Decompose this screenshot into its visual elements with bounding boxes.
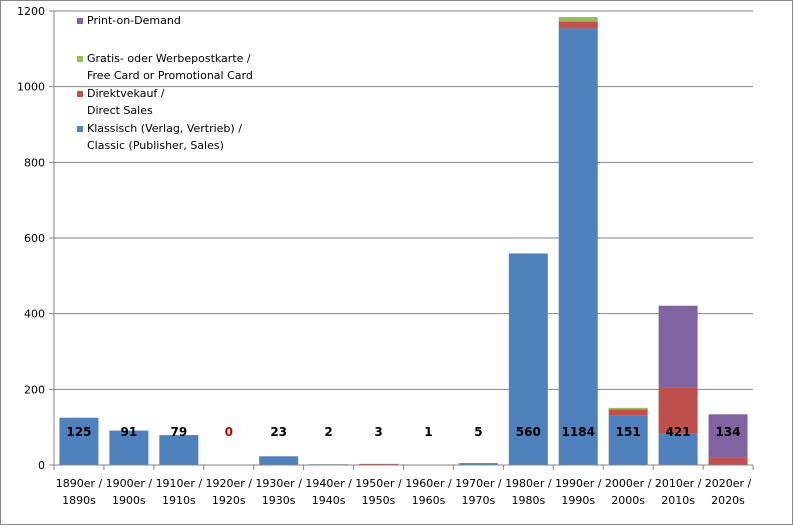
bar-segment bbox=[359, 463, 399, 465]
gridlines bbox=[54, 10, 753, 390]
legend-label: Klassisch (Verlag, Vertrieb) / bbox=[87, 122, 242, 135]
x-tick-label: 2020er / bbox=[705, 477, 752, 490]
x-tick-label: 1920s bbox=[212, 494, 246, 507]
y-tick-label: 200 bbox=[24, 383, 45, 396]
total-label: 91 bbox=[121, 425, 138, 439]
legend-label: Direktvekauf / bbox=[87, 87, 165, 100]
total-label: 5 bbox=[474, 425, 482, 439]
x-tick-label: 1900er / bbox=[106, 477, 153, 490]
x-tick-label: 1970s bbox=[462, 494, 496, 507]
legend-label: Free Card or Promotional Card bbox=[87, 69, 253, 82]
total-labels: 125 91 79 0 23 2 3 1 5 560 1184 151 421 134 bbox=[66, 425, 740, 439]
y-tick-label: 400 bbox=[24, 308, 45, 321]
total-label: 2 bbox=[324, 425, 332, 439]
total-label: 151 bbox=[616, 425, 641, 439]
x-tick-label: 1930er / bbox=[255, 477, 302, 490]
bar-segment bbox=[658, 387, 698, 434]
bar-segment bbox=[458, 463, 498, 465]
bar-segment bbox=[558, 28, 598, 466]
x-tick-label: 1960er / bbox=[405, 477, 452, 490]
legend-swatch bbox=[77, 91, 83, 97]
x-tick-label: 2000s bbox=[611, 494, 645, 507]
bar-segment bbox=[708, 414, 748, 458]
bar-segment bbox=[658, 433, 698, 465]
total-label: 3 bbox=[374, 425, 382, 439]
bar-segment bbox=[608, 415, 648, 465]
bar-segment bbox=[708, 457, 748, 465]
total-label: 79 bbox=[170, 425, 187, 439]
x-tick-label: 1940s bbox=[312, 494, 346, 507]
x-tick-label: 2020s bbox=[711, 494, 745, 507]
legend-swatch bbox=[77, 56, 83, 62]
x-tick-label: 1970er / bbox=[455, 477, 502, 490]
bar-segment bbox=[159, 435, 199, 465]
x-tick-label: 1950s bbox=[362, 494, 396, 507]
y-tick-label: 1200 bbox=[17, 5, 45, 18]
x-tick-label: 1960s bbox=[412, 494, 446, 507]
bar-segment bbox=[109, 430, 149, 465]
x-tick-label: 1940er / bbox=[305, 477, 352, 490]
bar-segment bbox=[259, 456, 299, 465]
bar-segment bbox=[608, 407, 648, 410]
legend-swatch bbox=[77, 18, 83, 24]
bar-segment bbox=[508, 253, 548, 254]
x-tick-label: 1990s bbox=[561, 494, 595, 507]
x-tick-label: 1950er / bbox=[355, 477, 402, 490]
x-tick-label: 1900s bbox=[112, 494, 146, 507]
total-label: 560 bbox=[516, 425, 541, 439]
legend-label: Print-on-Demand bbox=[87, 14, 181, 27]
x-tick-label: 1890s bbox=[62, 494, 96, 507]
total-label: 1 bbox=[424, 425, 432, 439]
y-tick-label: 600 bbox=[24, 232, 45, 245]
legend-label: Direct Sales bbox=[87, 104, 153, 117]
y-axis: 0 200 400 600 800 1000 1200 bbox=[17, 5, 55, 472]
x-tick-label: 2010s bbox=[661, 494, 695, 507]
x-tick-label: 2000er / bbox=[605, 477, 652, 490]
x-tick-label: 1930s bbox=[262, 494, 296, 507]
y-tick-label: 1000 bbox=[17, 81, 45, 94]
total-label: 125 bbox=[66, 425, 91, 439]
total-label: 421 bbox=[666, 425, 691, 439]
x-axis: 1890er / 1890s 1900er / 1900s 1910er / 1910s 1… bbox=[53, 464, 754, 507]
x-tick-label: 1920er / bbox=[206, 477, 253, 490]
y-tick-label: 800 bbox=[24, 156, 45, 169]
bar-segment bbox=[558, 17, 598, 22]
x-tick-label: 1910er / bbox=[156, 477, 203, 490]
total-label: 23 bbox=[270, 425, 287, 439]
x-tick-label: 1890er / bbox=[56, 477, 103, 490]
legend-swatch bbox=[77, 126, 83, 132]
y-tick-label: 0 bbox=[38, 459, 45, 472]
bar-segment bbox=[658, 305, 698, 388]
legend-label: Gratis- oder Werbepostkarte / bbox=[87, 52, 251, 65]
legend: Print-on-Demand Gratis- oder Werbepostkar… bbox=[77, 14, 253, 152]
bar-segment bbox=[608, 409, 648, 416]
total-label: 134 bbox=[716, 425, 741, 439]
total-label: 1184 bbox=[562, 425, 595, 439]
total-label: 0 bbox=[225, 425, 233, 439]
x-tick-label: 1990er / bbox=[555, 477, 602, 490]
x-tick-label: 1980s bbox=[511, 494, 545, 507]
bar-segment bbox=[59, 417, 99, 465]
x-tick-label: 1910s bbox=[162, 494, 196, 507]
x-tick-label: 2010er / bbox=[655, 477, 702, 490]
bar-segment bbox=[508, 253, 548, 465]
bar-segment bbox=[558, 21, 598, 29]
x-tick-label: 1980er / bbox=[505, 477, 552, 490]
legend-label: Classic (Publisher, Sales) bbox=[87, 139, 224, 152]
bars bbox=[59, 17, 748, 466]
